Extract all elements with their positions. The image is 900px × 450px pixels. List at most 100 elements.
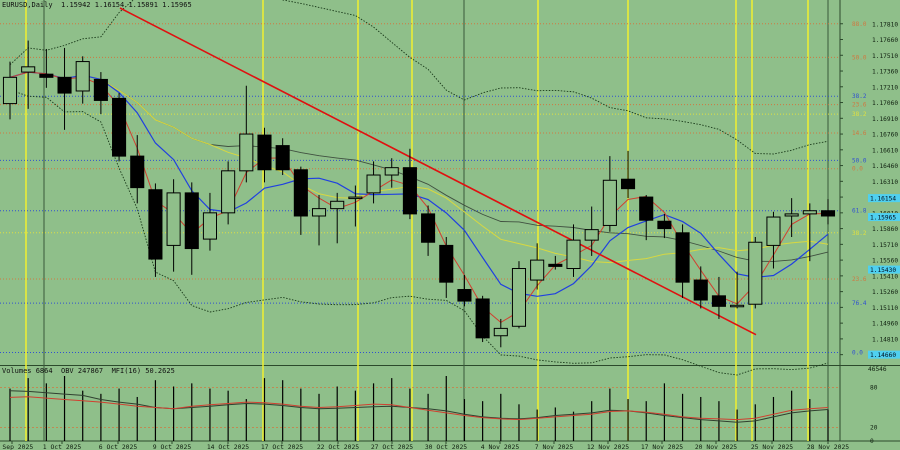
- candle: [57, 47, 72, 130]
- price-tick-label: 1.15860: [872, 226, 898, 233]
- candle: [820, 199, 836, 225]
- date-label: 17 Oct 2025: [261, 443, 303, 450]
- price-tick-label: 1.16310: [872, 179, 898, 186]
- candle: [2, 61, 18, 120]
- price-tick-label: 1.15410: [872, 273, 898, 280]
- candle-body: [366, 174, 381, 194]
- fib-level-label: 38.2: [852, 93, 867, 100]
- candle-body: [166, 192, 181, 246]
- candle-body: [802, 210, 817, 215]
- moving-average-yellow: [9, 71, 829, 264]
- indicator-axis-label: 0: [870, 438, 874, 445]
- price-tick-label: 1.17510: [872, 53, 898, 60]
- price-tag-label: 1.16154: [870, 196, 896, 203]
- candle-body: [239, 133, 254, 172]
- candle: [639, 194, 654, 241]
- ohlc-label: 1.15942 1.16154 1.15891 1.15965: [61, 1, 192, 9]
- candle: [457, 274, 472, 307]
- fib-level-label: 0.0: [852, 350, 863, 357]
- date-label: 30 Oct 2025: [425, 443, 467, 450]
- trendline: [119, 7, 757, 336]
- date-label: 1 Oct 2025: [43, 443, 82, 450]
- candle: [148, 183, 163, 277]
- price-tag: [868, 350, 900, 359]
- date-label: 12 Nov 2025: [587, 443, 629, 450]
- candle-body: [221, 170, 236, 214]
- candle: [112, 93, 127, 162]
- obv-line: [9, 390, 829, 423]
- candle-body: [311, 208, 327, 217]
- candle-body: [493, 327, 508, 337]
- candle: [766, 211, 781, 269]
- candle-body: [75, 61, 90, 92]
- candle: [621, 150, 636, 199]
- date-label: 14 Oct 2025: [207, 443, 249, 450]
- candle: [548, 255, 563, 270]
- candle-body: [475, 298, 490, 339]
- fib-level-label: 88.0: [852, 21, 867, 28]
- candle-body: [621, 178, 636, 190]
- candle: [421, 205, 436, 256]
- candle-body: [530, 259, 545, 281]
- candle-body: [57, 76, 72, 94]
- price-tick-label: 1.15710: [872, 242, 898, 249]
- fib-level-label: 50.0: [852, 157, 867, 164]
- candle: [202, 192, 217, 251]
- candle: [275, 138, 290, 176]
- candle: [330, 192, 345, 244]
- price-tick-label: 1.16760: [872, 132, 898, 139]
- candle: [566, 224, 581, 277]
- date-label: 22 Oct 2025: [317, 443, 359, 450]
- candle-body: [330, 200, 345, 210]
- date-label: 6 Oct 2025: [99, 443, 138, 450]
- moving-average-red: [9, 71, 829, 324]
- candle: [511, 261, 527, 329]
- candle-body: [730, 304, 745, 308]
- candle-body: [548, 263, 563, 267]
- candle: [730, 271, 745, 309]
- candle: [130, 135, 145, 204]
- candle: [166, 179, 181, 272]
- candle-body: [784, 213, 799, 217]
- candle: [657, 213, 672, 239]
- indicator-header: Volumes 6864 OBV 247867 MFI(16) 50.2625: [2, 367, 175, 375]
- candle-body: [202, 212, 217, 240]
- candle: [239, 85, 254, 183]
- candle: [675, 224, 690, 298]
- price-tick-label: 1.17060: [872, 100, 898, 107]
- candle-body: [384, 167, 399, 176]
- price-tick-label: 1.16460: [872, 163, 898, 170]
- candle: [348, 185, 363, 227]
- price-tick-label: 1.14960: [872, 321, 898, 328]
- candle-body: [693, 279, 708, 301]
- candle-body: [93, 78, 108, 101]
- candle: [21, 40, 36, 109]
- price-tick-label: 1.16610: [872, 147, 898, 154]
- candle: [384, 158, 399, 188]
- candle-body: [148, 189, 163, 260]
- price-tag-label: 1.15430: [870, 267, 896, 274]
- fib-level-label: 0.0: [852, 166, 863, 173]
- price-tick-label: 1.15110: [872, 305, 898, 312]
- date-label: 4 Nov 2025: [481, 443, 520, 450]
- chart-header: EURUSD,Daily 1.15942 1.16154 1.15891 1.1…: [2, 1, 192, 9]
- candle: [784, 198, 799, 237]
- candle-body: [766, 216, 781, 246]
- fib-level-label: 23.6: [852, 102, 867, 109]
- candle-body: [711, 295, 726, 307]
- fib-level-label: 50.0: [852, 54, 867, 61]
- candle: [584, 206, 599, 256]
- candle-body: [39, 73, 54, 78]
- date-label: 7 Nov 2025: [535, 443, 574, 450]
- candle: [402, 148, 417, 220]
- candle-body: [639, 196, 654, 221]
- fib-level-label: 38.2: [852, 230, 867, 237]
- candle: [366, 161, 381, 204]
- date-label: 25 Nov 2025: [751, 443, 793, 450]
- candle-body: [130, 155, 145, 189]
- indicator-axis-label: 80: [870, 384, 878, 391]
- candle-body: [257, 134, 272, 171]
- price-tag-label: 1.14660: [870, 352, 896, 359]
